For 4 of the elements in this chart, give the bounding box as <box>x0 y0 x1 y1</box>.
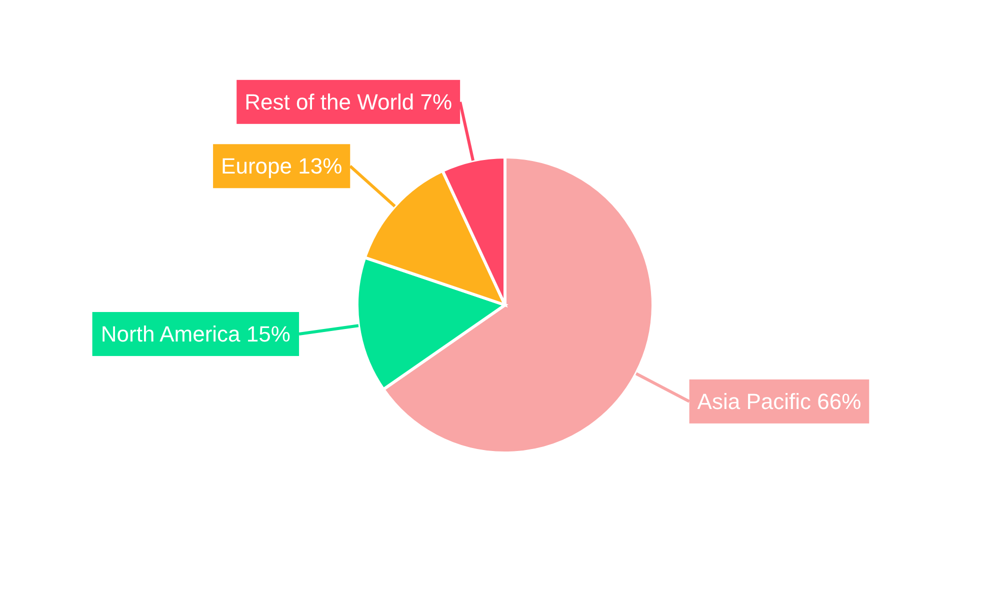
slice-label: Asia Pacific 66% <box>697 388 862 414</box>
slice-label: Rest of the World 7% <box>244 89 452 114</box>
slice-label: North America 15% <box>100 322 290 347</box>
slice-label: Europe 13% <box>221 154 342 179</box>
